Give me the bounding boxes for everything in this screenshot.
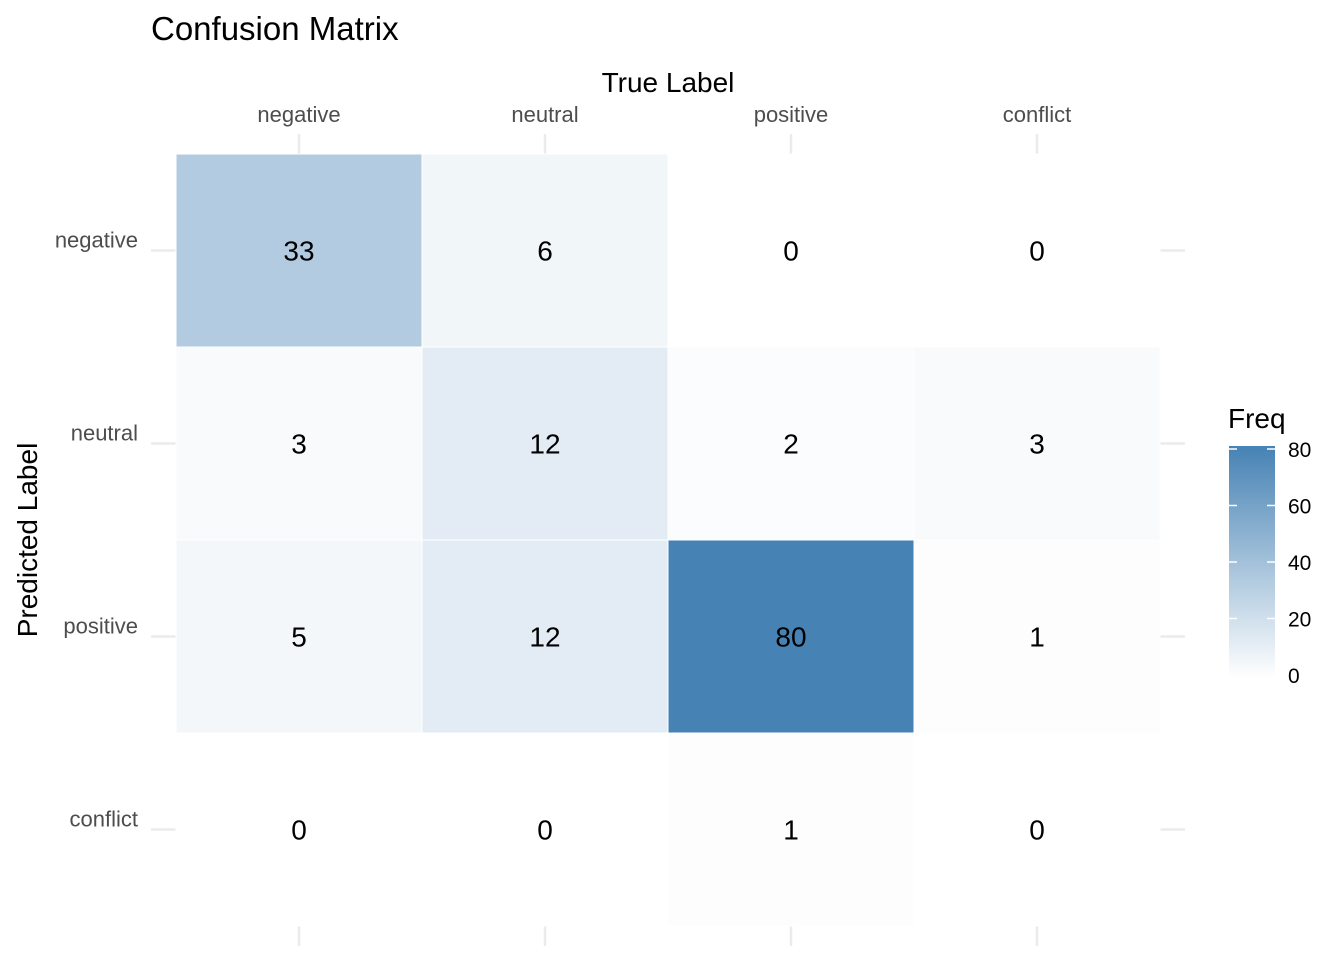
- tile-pred-neutral-true-conflict: [913, 346, 1161, 541]
- cell-label-pred-positive-true-negative: 5: [291, 622, 307, 653]
- x-tick-label-conflict: conflict: [1003, 102, 1071, 127]
- cell-value-labels: 33 6 0 0 3 12 2 3 5 12 80 1 0 0 1 0: [283, 236, 1044, 846]
- cell-label-pred-neutral-true-conflict: 3: [1029, 429, 1045, 460]
- y-tick-label-neutral: neutral: [71, 421, 138, 446]
- tile-pred-conflict-true-neutral: [421, 732, 669, 927]
- cell-label-pred-neutral-true-neutral: 12: [529, 429, 560, 460]
- legend-tick-label-40: 40: [1288, 552, 1311, 575]
- legend-tick-label-0: 0: [1288, 665, 1300, 688]
- cell-label-pred-conflict-true-neutral: 0: [537, 815, 553, 846]
- cell-label-pred-neutral-true-positive: 2: [783, 429, 799, 460]
- x-axis-ticks: negative neutral positive conflict: [257, 102, 1071, 127]
- cell-label-pred-neutral-true-negative: 3: [291, 429, 307, 460]
- tile-pred-conflict-true-positive: [667, 732, 915, 927]
- tile-pred-conflict-true-negative: [175, 732, 423, 927]
- x-axis-title: True Label: [602, 67, 735, 98]
- tile-pred-negative-true-positive: [667, 153, 915, 348]
- tile-pred-neutral-true-positive: [667, 346, 915, 541]
- cell-label-pred-negative-true-positive: 0: [783, 236, 799, 267]
- legend-tick-label-20: 20: [1288, 609, 1311, 632]
- cell-label-pred-negative-true-negative: 33: [283, 236, 314, 267]
- legend: Freq 0 20 40 60 80: [1228, 403, 1311, 688]
- tile-pred-positive-true-conflict: [913, 539, 1161, 734]
- x-tick-label-negative: negative: [257, 102, 340, 127]
- tile-pred-positive-true-positive: [667, 539, 915, 734]
- legend-tick-label-80: 80: [1288, 439, 1311, 462]
- y-tick-label-conflict: conflict: [70, 807, 138, 832]
- y-tick-label-negative: negative: [55, 228, 138, 253]
- cell-label-pred-positive-true-conflict: 1: [1029, 622, 1045, 653]
- tile-pred-conflict-true-conflict: [913, 732, 1161, 927]
- cell-label-pred-negative-true-neutral: 6: [537, 236, 553, 267]
- legend-ticks: 0 20 40 60 80: [1229, 439, 1311, 688]
- y-axis-ticks: negative neutral positive conflict: [55, 228, 138, 832]
- tile-pred-negative-true-neutral: [421, 153, 669, 348]
- y-axis-title: Predicted Label: [12, 443, 43, 638]
- cell-label-pred-conflict-true-conflict: 0: [1029, 815, 1045, 846]
- y-tick-label-positive: positive: [63, 614, 138, 639]
- cell-label-pred-conflict-true-positive: 1: [783, 815, 799, 846]
- x-tick-label-neutral: neutral: [511, 102, 578, 127]
- legend-title: Freq: [1228, 403, 1286, 434]
- cell-label-pred-negative-true-conflict: 0: [1029, 236, 1045, 267]
- heatmap-tiles: [175, 153, 1161, 927]
- cell-label-pred-positive-true-positive: 80: [775, 622, 806, 653]
- x-tick-label-positive: positive: [754, 102, 829, 127]
- tile-pred-negative-true-negative: [175, 153, 423, 348]
- legend-tick-label-60: 60: [1288, 496, 1311, 519]
- cell-label-pred-positive-true-neutral: 12: [529, 622, 560, 653]
- chart-title: Confusion Matrix: [151, 10, 399, 47]
- cell-label-pred-conflict-true-negative: 0: [291, 815, 307, 846]
- tile-pred-neutral-true-neutral: [421, 346, 669, 541]
- tile-pred-negative-true-conflict: [913, 153, 1161, 348]
